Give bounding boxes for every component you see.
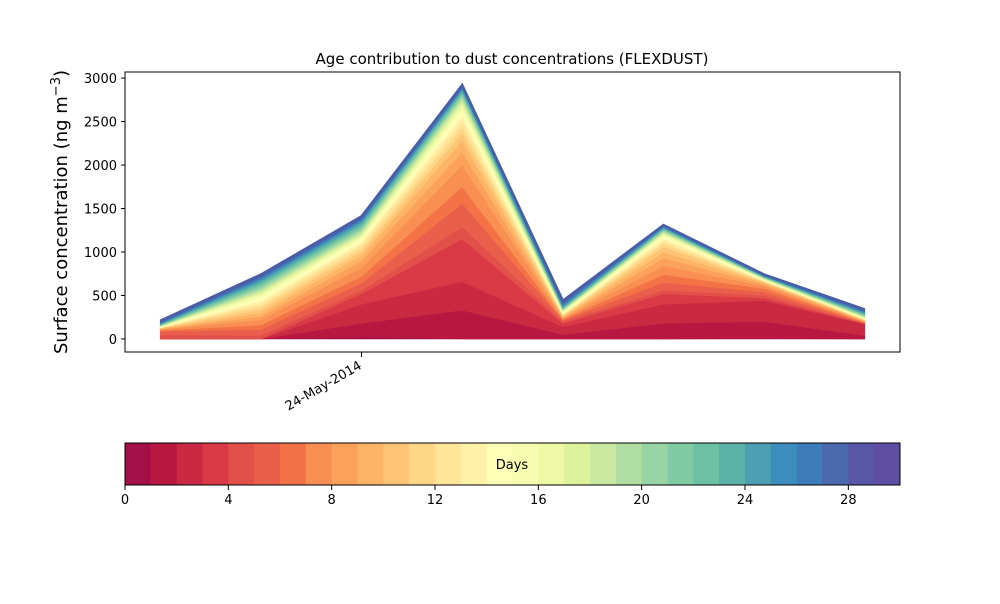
colorbar-swatch-day-2	[176, 443, 203, 485]
y-tick-label: 500	[92, 289, 117, 304]
colorbar-tick-label: 12	[427, 493, 444, 508]
colorbar-tick-label: 24	[737, 493, 754, 508]
y-axis-label-main: Surface concentration (ng m	[51, 96, 72, 354]
colorbar-swatch-day-11	[409, 443, 436, 485]
colorbar-swatch-day-15	[512, 443, 539, 485]
colorbar-swatch-day-4	[228, 443, 255, 485]
y-axis: 0 500 1000 1500 2000 2500 3000	[84, 72, 125, 348]
colorbar-swatch-day-13	[460, 443, 488, 485]
colorbar-swatch-day-16	[538, 443, 565, 485]
y-tick-label: 1500	[84, 203, 117, 218]
colorbar-tick-label: 4	[224, 493, 232, 508]
colorbar-swatch-day-14	[486, 443, 513, 485]
y-tick-label: 2000	[84, 159, 117, 174]
colorbar-swatch-day-17	[564, 443, 591, 485]
x-tick-label: 24-May-2014	[283, 358, 365, 414]
colorbar-swatch-day-7	[305, 443, 333, 485]
colorbar-swatch-day-22	[693, 443, 720, 485]
colorbar-swatch-day-25	[770, 443, 798, 485]
colorbar-swatch-day-20	[641, 443, 668, 485]
colorbar-tick-label: 16	[530, 493, 547, 508]
colorbar: 0 4 8 12 16 20 24 28	[121, 443, 901, 508]
y-tick-label: 2500	[84, 116, 117, 131]
colorbar-swatch-day-1	[150, 443, 178, 485]
y-axis-label: Surface concentration (ng m−3)	[49, 70, 72, 354]
y-axis-label-close: )	[51, 70, 72, 77]
colorbar-tick-label: 20	[633, 493, 650, 508]
colorbar-swatch-day-23	[719, 443, 746, 485]
colorbar-swatch-day-24	[745, 443, 772, 485]
colorbar-swatch-day-21	[667, 443, 694, 485]
colorbar-tick-label: 28	[840, 493, 857, 508]
colorbar-tick-label: 8	[328, 493, 336, 508]
colorbar-swatch-day-9	[357, 443, 384, 485]
colorbar-label: Days	[496, 458, 529, 473]
colorbar-tick-label: 0	[121, 493, 129, 508]
colorbar-swatch-day-3	[202, 443, 229, 485]
y-axis-label-superscript: −3	[49, 77, 64, 96]
colorbar-frame	[124, 442, 901, 486]
age-layers	[159, 82, 866, 340]
y-tick-label: 3000	[84, 72, 117, 87]
y-tick-label: 0	[109, 333, 117, 348]
colorbar-swatch-day-29	[874, 443, 901, 485]
colorbar-swatch-day-10	[383, 443, 410, 485]
plot-frame	[124, 71, 901, 353]
colorbar-swatch-day-5	[254, 443, 281, 485]
colorbar-swatch-day-28	[848, 443, 875, 485]
colorbar-swatch-day-6	[280, 443, 307, 485]
x-axis: 24-May-2014	[283, 352, 365, 414]
colorbar-swatch-day-8	[331, 443, 358, 485]
colorbar-swatch-day-12	[435, 443, 462, 485]
colorbar-swatch-day-26	[796, 443, 823, 485]
colorbar-swatch-day-18	[590, 443, 617, 485]
y-tick-label: 1000	[84, 246, 117, 261]
colorbar-swatch-day-19	[615, 443, 643, 485]
chart-title: Age contribution to dust concentrations …	[316, 50, 709, 68]
total-outline	[159, 82, 866, 322]
colorbar-swatch-day-0	[125, 443, 152, 485]
colorbar-swatch-day-27	[822, 443, 849, 485]
